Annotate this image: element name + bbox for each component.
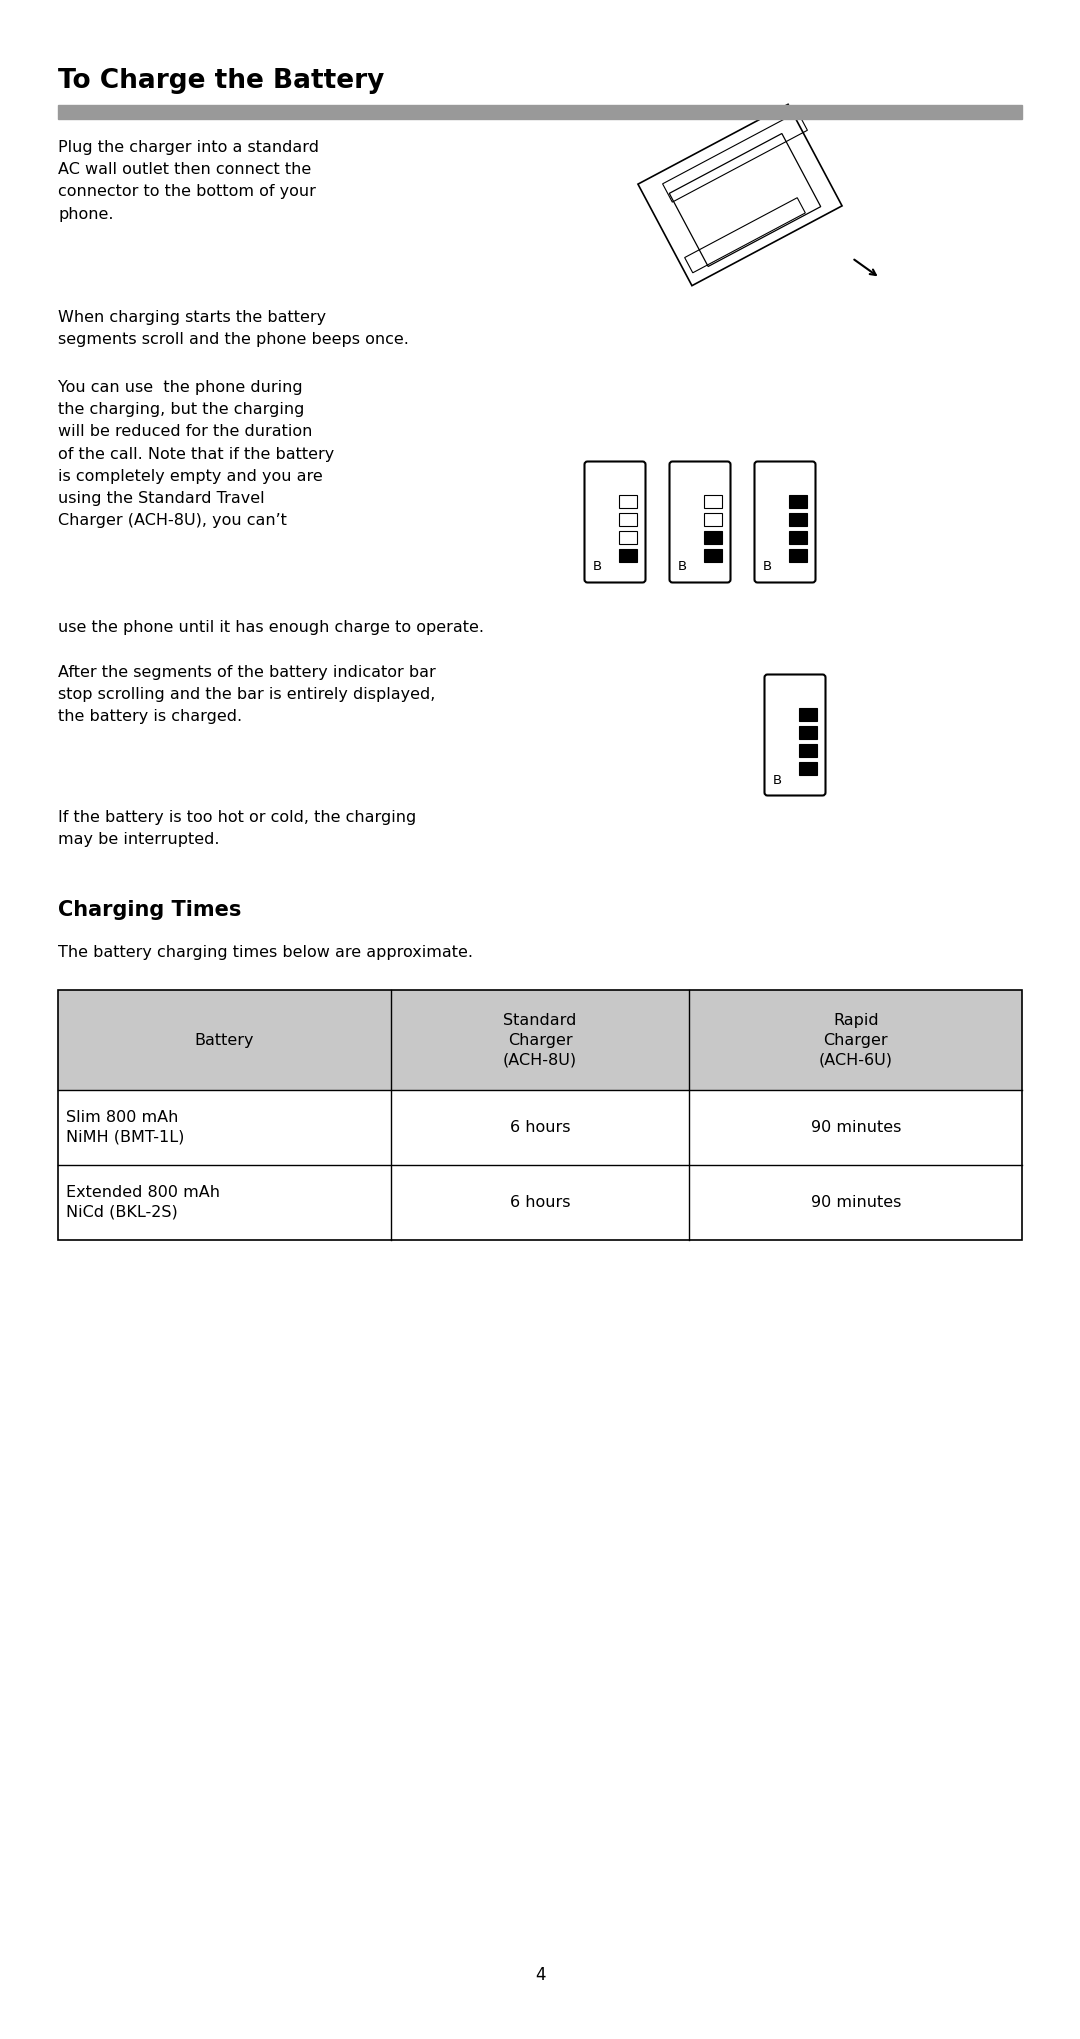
Text: The battery charging times below are approximate.: The battery charging times below are app… bbox=[58, 944, 473, 960]
Text: Rapid
Charger
(ACH-6U): Rapid Charger (ACH-6U) bbox=[819, 1013, 893, 1066]
Text: B: B bbox=[762, 561, 771, 573]
Text: 4: 4 bbox=[535, 1966, 545, 1984]
Bar bbox=[58, 1091, 1022, 1164]
Text: If the battery is too hot or cold, the charging
may be interrupted.: If the battery is too hot or cold, the c… bbox=[58, 809, 416, 846]
Text: You can use  the phone during
the charging, but the charging
will be reduced for: You can use the phone during the chargin… bbox=[58, 379, 334, 528]
Text: use the phone until it has enough charge to operate.: use the phone until it has enough charge… bbox=[58, 620, 484, 634]
Bar bbox=[788, 548, 807, 561]
Bar bbox=[703, 495, 721, 508]
Bar bbox=[619, 548, 636, 561]
Text: 6 hours: 6 hours bbox=[510, 1119, 570, 1136]
Text: When charging starts the battery
segments scroll and the phone beeps once.: When charging starts the battery segment… bbox=[58, 310, 409, 347]
Bar bbox=[58, 104, 1022, 118]
Text: B: B bbox=[677, 561, 687, 573]
Bar bbox=[788, 512, 807, 526]
Bar bbox=[798, 726, 816, 738]
Text: B: B bbox=[593, 561, 602, 573]
Text: Slim 800 mAh
NiMH (BMT-1L): Slim 800 mAh NiMH (BMT-1L) bbox=[66, 1109, 185, 1146]
Text: Charging Times: Charging Times bbox=[58, 899, 241, 920]
Text: To Charge the Battery: To Charge the Battery bbox=[58, 67, 384, 94]
Bar bbox=[58, 1164, 1022, 1240]
Bar bbox=[788, 530, 807, 544]
Bar bbox=[619, 495, 636, 508]
Bar bbox=[619, 512, 636, 526]
Bar bbox=[619, 530, 636, 544]
Text: 90 minutes: 90 minutes bbox=[810, 1119, 901, 1136]
Bar bbox=[58, 991, 1022, 1091]
Text: Plug the charger into a standard
AC wall outlet then connect the
connector to th: Plug the charger into a standard AC wall… bbox=[58, 141, 319, 222]
Text: Battery: Battery bbox=[194, 1032, 254, 1048]
Text: Standard
Charger
(ACH-8U): Standard Charger (ACH-8U) bbox=[503, 1013, 577, 1066]
Bar bbox=[798, 744, 816, 756]
Bar bbox=[58, 991, 1022, 1240]
Bar bbox=[703, 530, 721, 544]
Bar bbox=[798, 761, 816, 775]
Bar bbox=[703, 512, 721, 526]
Bar bbox=[798, 708, 816, 720]
Text: B: B bbox=[772, 773, 782, 787]
Text: 6 hours: 6 hours bbox=[510, 1195, 570, 1209]
Text: After the segments of the battery indicator bar
stop scrolling and the bar is en: After the segments of the battery indica… bbox=[58, 665, 435, 724]
Text: Extended 800 mAh
NiCd (BKL-2S): Extended 800 mAh NiCd (BKL-2S) bbox=[66, 1185, 220, 1219]
Bar bbox=[788, 495, 807, 508]
Text: 90 minutes: 90 minutes bbox=[810, 1195, 901, 1209]
Bar bbox=[703, 548, 721, 561]
